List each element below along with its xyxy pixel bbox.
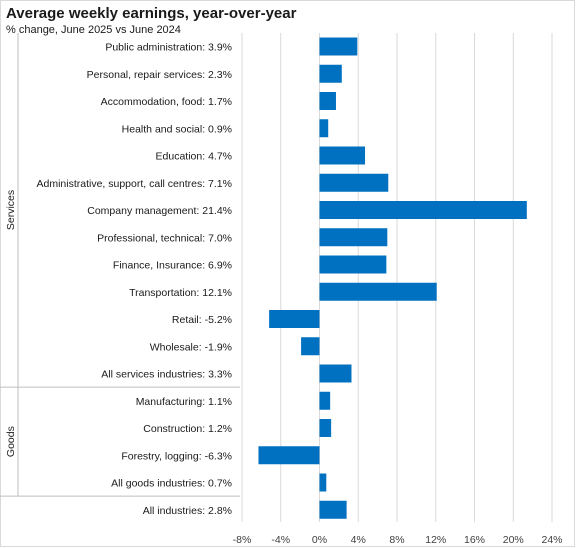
category-label: Company management: 21.4% [87, 205, 232, 217]
x-tick-label: 12% [425, 534, 446, 546]
bar [319, 37, 358, 56]
bar [319, 146, 366, 165]
category-label: Professional, technical: 7.0% [97, 232, 232, 244]
bar [301, 337, 320, 356]
category-label: Finance, Insurance: 6.9% [113, 260, 232, 272]
bar [319, 282, 437, 301]
category-label: Education: 4.7% [156, 151, 232, 163]
bar [319, 64, 342, 83]
bar [319, 119, 329, 138]
chart-subtitle: % change, June 2025 vs June 2024 [6, 24, 181, 36]
bar [258, 446, 320, 465]
x-tick-label: 16% [464, 534, 485, 546]
bar [269, 310, 320, 328]
bar [319, 228, 388, 247]
bar [319, 473, 327, 492]
bar [319, 92, 336, 110]
chart-title: Average weekly earnings, year-over-year [6, 5, 297, 22]
x-tick-label: 0% [312, 534, 327, 546]
bar [319, 419, 332, 437]
x-tick-label: 8% [389, 534, 404, 546]
category-label: Forestry, logging: -6.3% [121, 450, 232, 462]
category-label: Public administration: 3.9% [105, 42, 232, 54]
category-label: Administrative, support, call centres: 7… [36, 178, 232, 190]
bar [319, 391, 331, 410]
x-tick-label: -8% [233, 534, 252, 546]
category-label: Accommodation, food: 1.7% [101, 96, 232, 108]
category-label: All services industries: 3.3% [101, 369, 232, 381]
category-label: Wholesale: -1.9% [150, 341, 232, 353]
bar [319, 500, 347, 519]
category-label: All goods industries: 0.7% [111, 478, 232, 490]
category-label: Transportation: 12.1% [129, 287, 232, 299]
x-tick-label: 20% [503, 534, 524, 546]
bar [319, 364, 352, 383]
group-label: Services [5, 190, 17, 230]
group-label: Goods [5, 426, 17, 457]
x-tick-label: -4% [271, 534, 290, 546]
x-tick-label: 24% [541, 534, 562, 546]
category-label: Manufacturing: 1.1% [136, 396, 232, 408]
bar [319, 173, 389, 192]
x-tick-label: 4% [351, 534, 366, 546]
category-label: All industries: 2.8% [143, 505, 232, 517]
category-label: Construction: 1.2% [143, 423, 232, 435]
bar [319, 201, 527, 219]
category-label: Retail: -5.2% [172, 314, 232, 326]
bar [319, 255, 387, 274]
category-label: Health and social: 0.9% [122, 123, 232, 135]
category-label: Personal, repair services: 2.3% [87, 69, 232, 81]
